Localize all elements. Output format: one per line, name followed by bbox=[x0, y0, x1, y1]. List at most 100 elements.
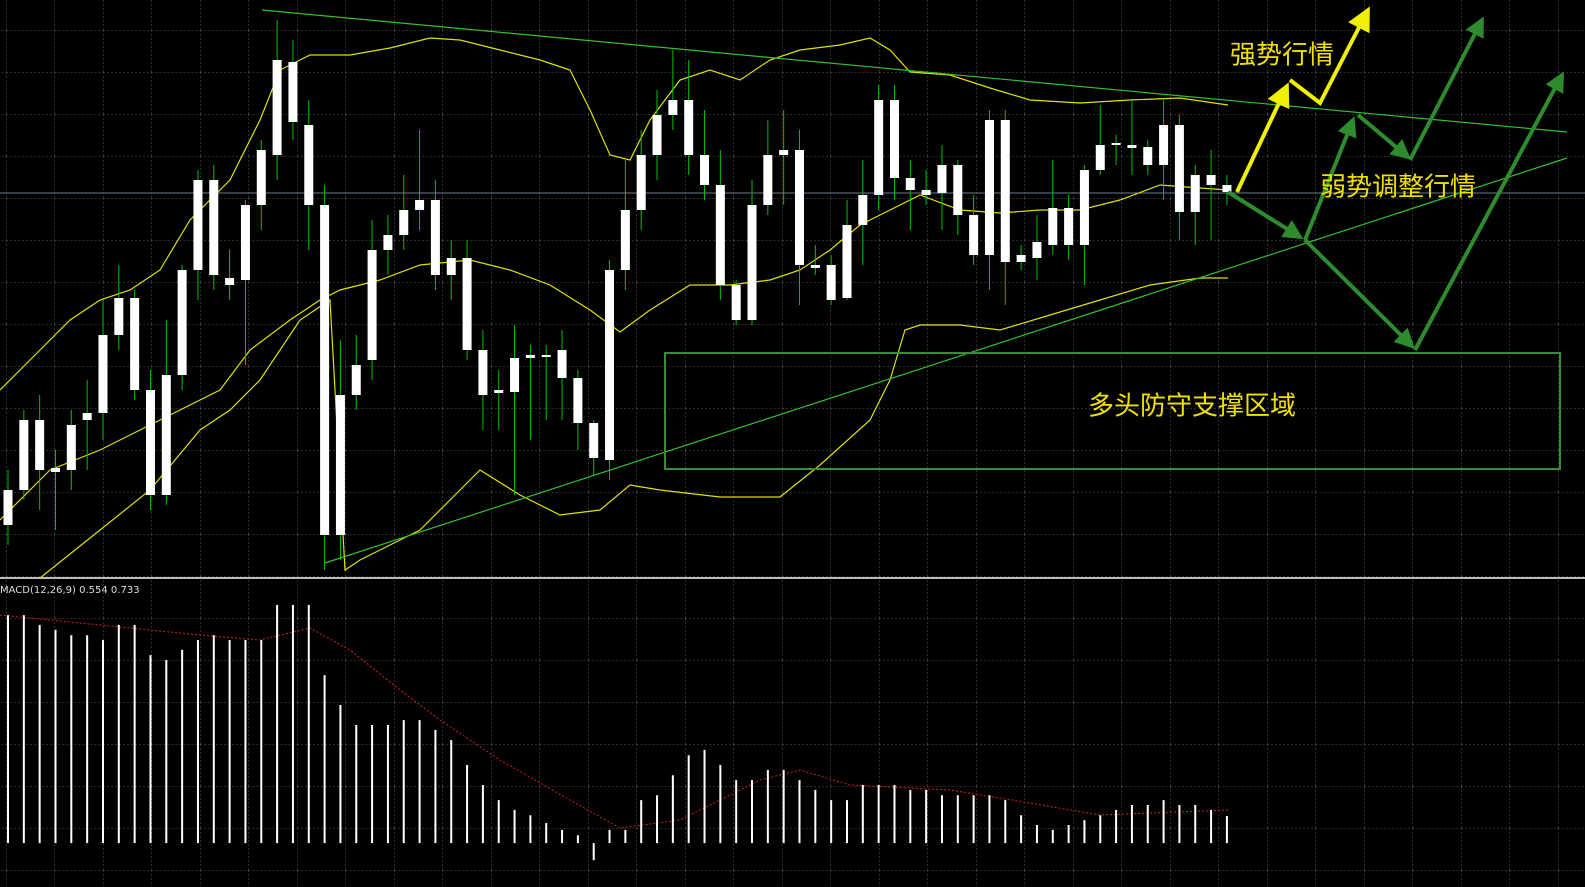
arrow bbox=[1303, 238, 1415, 349]
arrow bbox=[1408, 16, 1484, 161]
candle-body bbox=[1206, 175, 1216, 185]
candle-body bbox=[177, 270, 187, 375]
candle-body bbox=[1143, 147, 1153, 165]
arrow bbox=[1356, 113, 1412, 160]
candle-body bbox=[921, 190, 931, 195]
macd-bar bbox=[1210, 809, 1213, 844]
macd-bar bbox=[1035, 825, 1038, 844]
candle-body bbox=[367, 250, 377, 360]
candle-body bbox=[288, 62, 298, 122]
macd-bar bbox=[1162, 800, 1165, 844]
candle-body bbox=[715, 185, 725, 285]
macd-bar bbox=[592, 843, 595, 861]
macd-bar bbox=[260, 640, 263, 844]
macd-bar bbox=[86, 635, 89, 844]
arrow bbox=[1303, 116, 1357, 241]
macd-signal-line bbox=[0, 614, 1229, 829]
candle-body bbox=[1048, 208, 1058, 245]
macd-bar bbox=[1115, 809, 1118, 844]
macd-bar bbox=[22, 615, 25, 844]
macd-bar bbox=[291, 604, 294, 844]
macd-bar bbox=[1083, 820, 1086, 844]
macd-bar bbox=[513, 809, 516, 844]
candle-body bbox=[842, 225, 852, 298]
macd-bar bbox=[371, 724, 374, 844]
candle-body bbox=[969, 215, 979, 255]
macd-bar bbox=[703, 749, 706, 844]
candle-body bbox=[1127, 145, 1137, 148]
macd-bar bbox=[244, 640, 247, 844]
candle-body bbox=[430, 200, 440, 275]
candle-body bbox=[510, 358, 520, 392]
macd-bar bbox=[1146, 805, 1149, 844]
candle-body bbox=[19, 420, 29, 490]
arrow bbox=[1413, 71, 1564, 351]
macd-bar bbox=[133, 624, 136, 844]
macd-bar bbox=[1130, 805, 1133, 844]
candle-body bbox=[145, 390, 155, 495]
annotation: 强势行情 bbox=[1230, 41, 1334, 71]
candle-body bbox=[589, 423, 599, 458]
candle-body bbox=[399, 210, 409, 235]
candle-body bbox=[320, 205, 330, 535]
macd-bar bbox=[608, 829, 611, 844]
candle-body bbox=[50, 468, 60, 472]
candle-body bbox=[652, 115, 662, 155]
macd-bar bbox=[228, 640, 231, 844]
candle-body bbox=[1111, 143, 1121, 145]
macd-bar bbox=[497, 800, 500, 844]
macd-histogram bbox=[7, 604, 1228, 861]
candle-body bbox=[858, 195, 868, 225]
macd-bar bbox=[624, 829, 627, 844]
candle-body bbox=[557, 350, 567, 378]
macd-bar bbox=[735, 780, 738, 844]
macd-bar bbox=[861, 785, 864, 844]
macd-bar bbox=[323, 675, 326, 844]
macd-bar bbox=[7, 615, 9, 844]
candle-body bbox=[335, 395, 345, 535]
macd-label: MACD(12,26,9) 0.554 0.733 bbox=[0, 585, 140, 596]
candle-body bbox=[636, 155, 646, 210]
candle-body bbox=[3, 490, 13, 525]
macd-bar bbox=[38, 624, 41, 844]
candle-body bbox=[1064, 208, 1074, 245]
candle-body bbox=[272, 60, 282, 155]
macd-bar bbox=[1099, 815, 1102, 844]
candle-body bbox=[478, 350, 488, 395]
candle-body bbox=[1032, 242, 1042, 258]
macd-bar bbox=[339, 704, 342, 844]
candle-body bbox=[383, 235, 393, 250]
macd-bar bbox=[1178, 805, 1181, 844]
annotation: 弱势调整行情 bbox=[1320, 173, 1476, 203]
candle-body bbox=[684, 100, 694, 155]
annotation: 多头防守支撑区域 bbox=[1088, 392, 1296, 422]
macd-bar bbox=[212, 635, 215, 844]
support-zone bbox=[664, 352, 1561, 470]
candle-body bbox=[953, 165, 963, 215]
candle-body bbox=[1000, 120, 1010, 262]
macd-bar bbox=[1020, 815, 1023, 844]
macd-bar bbox=[1004, 800, 1007, 844]
macd-bar bbox=[355, 724, 358, 844]
macd-bar bbox=[830, 800, 833, 844]
candle-body bbox=[763, 155, 773, 205]
candle-body bbox=[1016, 255, 1026, 262]
macd-bar bbox=[640, 800, 643, 844]
candle-body bbox=[130, 298, 140, 390]
macd-bar bbox=[70, 635, 73, 844]
candle-body bbox=[605, 270, 615, 460]
candle-body bbox=[446, 258, 456, 275]
candle-body bbox=[1174, 125, 1184, 212]
trendline-resistance bbox=[261, 9, 1568, 133]
candle-body bbox=[747, 205, 757, 320]
macd-bar bbox=[529, 815, 532, 844]
candle-body bbox=[1095, 145, 1105, 170]
macd-bar bbox=[1194, 805, 1197, 844]
candle-body bbox=[1159, 125, 1169, 165]
bollinger-middle bbox=[0, 184, 1229, 521]
macd-bar bbox=[956, 795, 959, 844]
macd-bar bbox=[165, 660, 168, 844]
